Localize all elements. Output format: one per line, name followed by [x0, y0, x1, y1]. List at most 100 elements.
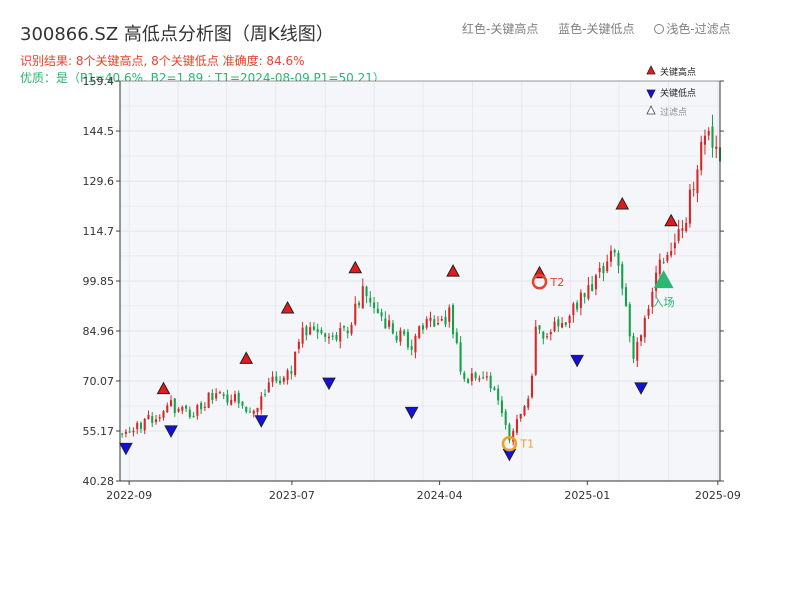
t1-ring	[501, 435, 518, 452]
candle-body	[342, 326, 346, 328]
candle-body	[373, 302, 376, 309]
entry-label: 入场	[653, 295, 675, 309]
legend-high-icon	[646, 65, 656, 75]
candle-body	[519, 413, 522, 419]
candle-body	[640, 335, 643, 342]
candle-body	[459, 342, 462, 372]
candle-body	[260, 396, 263, 410]
candle-body	[395, 335, 398, 341]
grid-lines	[120, 81, 720, 481]
filtered-ring-icon	[654, 24, 665, 34]
candle-body	[527, 398, 530, 408]
y-tick-label: 40.28	[83, 475, 115, 488]
candle-body	[203, 406, 206, 408]
key-low-marker	[570, 354, 584, 368]
candle-body	[512, 430, 515, 442]
candle-body	[613, 250, 616, 253]
candle-body	[651, 291, 654, 307]
key-high-marker	[615, 196, 630, 210]
candle-body	[628, 304, 631, 337]
candle-body	[591, 284, 594, 292]
candle-body	[666, 254, 669, 261]
candle-body	[121, 433, 124, 435]
candle-body	[215, 393, 218, 399]
candle-body	[282, 377, 285, 382]
key-low-marker	[634, 382, 648, 395]
candle-body	[696, 169, 699, 194]
candle-body	[463, 372, 466, 380]
candle-body	[685, 222, 688, 232]
candle-body	[583, 293, 586, 297]
candle-body	[636, 342, 639, 361]
key-low-marker	[322, 377, 336, 391]
legend-red-label: 红色-关键高点	[462, 22, 539, 36]
y-tick-label: 70.07	[83, 375, 115, 388]
candle-body	[436, 323, 440, 325]
candle-body	[658, 259, 661, 275]
candle-body	[448, 307, 451, 322]
t2-ring	[531, 274, 548, 290]
legend-low-label: 关键低点	[660, 87, 696, 99]
candle-body	[421, 325, 424, 330]
candle-body	[346, 330, 349, 334]
candle-body	[598, 267, 601, 273]
key-low-marker	[254, 415, 269, 428]
y-tick-label: 144.5	[83, 125, 115, 138]
candle-body	[132, 430, 135, 433]
candle-body	[279, 380, 282, 384]
candle-body	[256, 407, 259, 413]
candle-body	[267, 382, 270, 393]
candle-body	[384, 318, 387, 329]
candle-body	[553, 321, 556, 332]
candle-body	[320, 330, 323, 334]
candle-body	[335, 334, 338, 340]
candle-body	[624, 287, 628, 307]
candle-body	[380, 312, 383, 317]
candle-body	[369, 297, 372, 303]
candle-body	[703, 135, 706, 145]
key-low-marker	[119, 442, 133, 456]
candle-body	[361, 286, 364, 309]
candle-body	[365, 286, 368, 297]
candle-body	[139, 422, 142, 429]
candle-body	[602, 266, 605, 274]
legend-low-icon	[646, 89, 656, 99]
candle-body	[557, 319, 560, 327]
candle-body	[546, 336, 549, 338]
annotations: T1 T2 入场	[501, 270, 675, 452]
candle-body	[357, 302, 361, 306]
candle-body	[673, 242, 676, 249]
candle-body	[523, 406, 526, 416]
candle-body	[181, 406, 184, 411]
key-high-marker	[156, 381, 171, 395]
candle-body	[688, 189, 691, 224]
x-tick-label: 2025-09	[695, 489, 741, 502]
candle-body	[143, 418, 146, 431]
candle-body	[594, 275, 597, 290]
candle-body	[715, 146, 718, 149]
candle-body	[185, 405, 188, 409]
y-tick-label: 129.6	[83, 175, 115, 188]
candle-body	[316, 329, 319, 333]
y-tick-label: 114.7	[83, 225, 115, 238]
candle-body	[478, 378, 481, 380]
candle-body	[515, 419, 518, 433]
color-legend: 红色-关键高点 蓝色-关键低点 浅色-过滤点	[462, 20, 747, 37]
y-tick-label: 55.17	[83, 425, 115, 438]
candle-body	[485, 376, 488, 378]
candle-body	[700, 141, 703, 171]
candle-body	[406, 331, 409, 348]
candle-body	[576, 302, 579, 310]
candle-body	[218, 392, 221, 394]
candle-body	[677, 229, 680, 241]
key-low-marker	[404, 406, 419, 420]
candle-body	[169, 400, 173, 406]
candle-body	[418, 326, 421, 338]
candle-body	[632, 335, 635, 359]
candle-body	[233, 394, 236, 402]
candle-body	[354, 303, 357, 325]
candle-body	[482, 377, 485, 379]
key-high-marker	[446, 264, 460, 277]
candle-body	[493, 387, 496, 390]
candle-body	[617, 252, 620, 266]
